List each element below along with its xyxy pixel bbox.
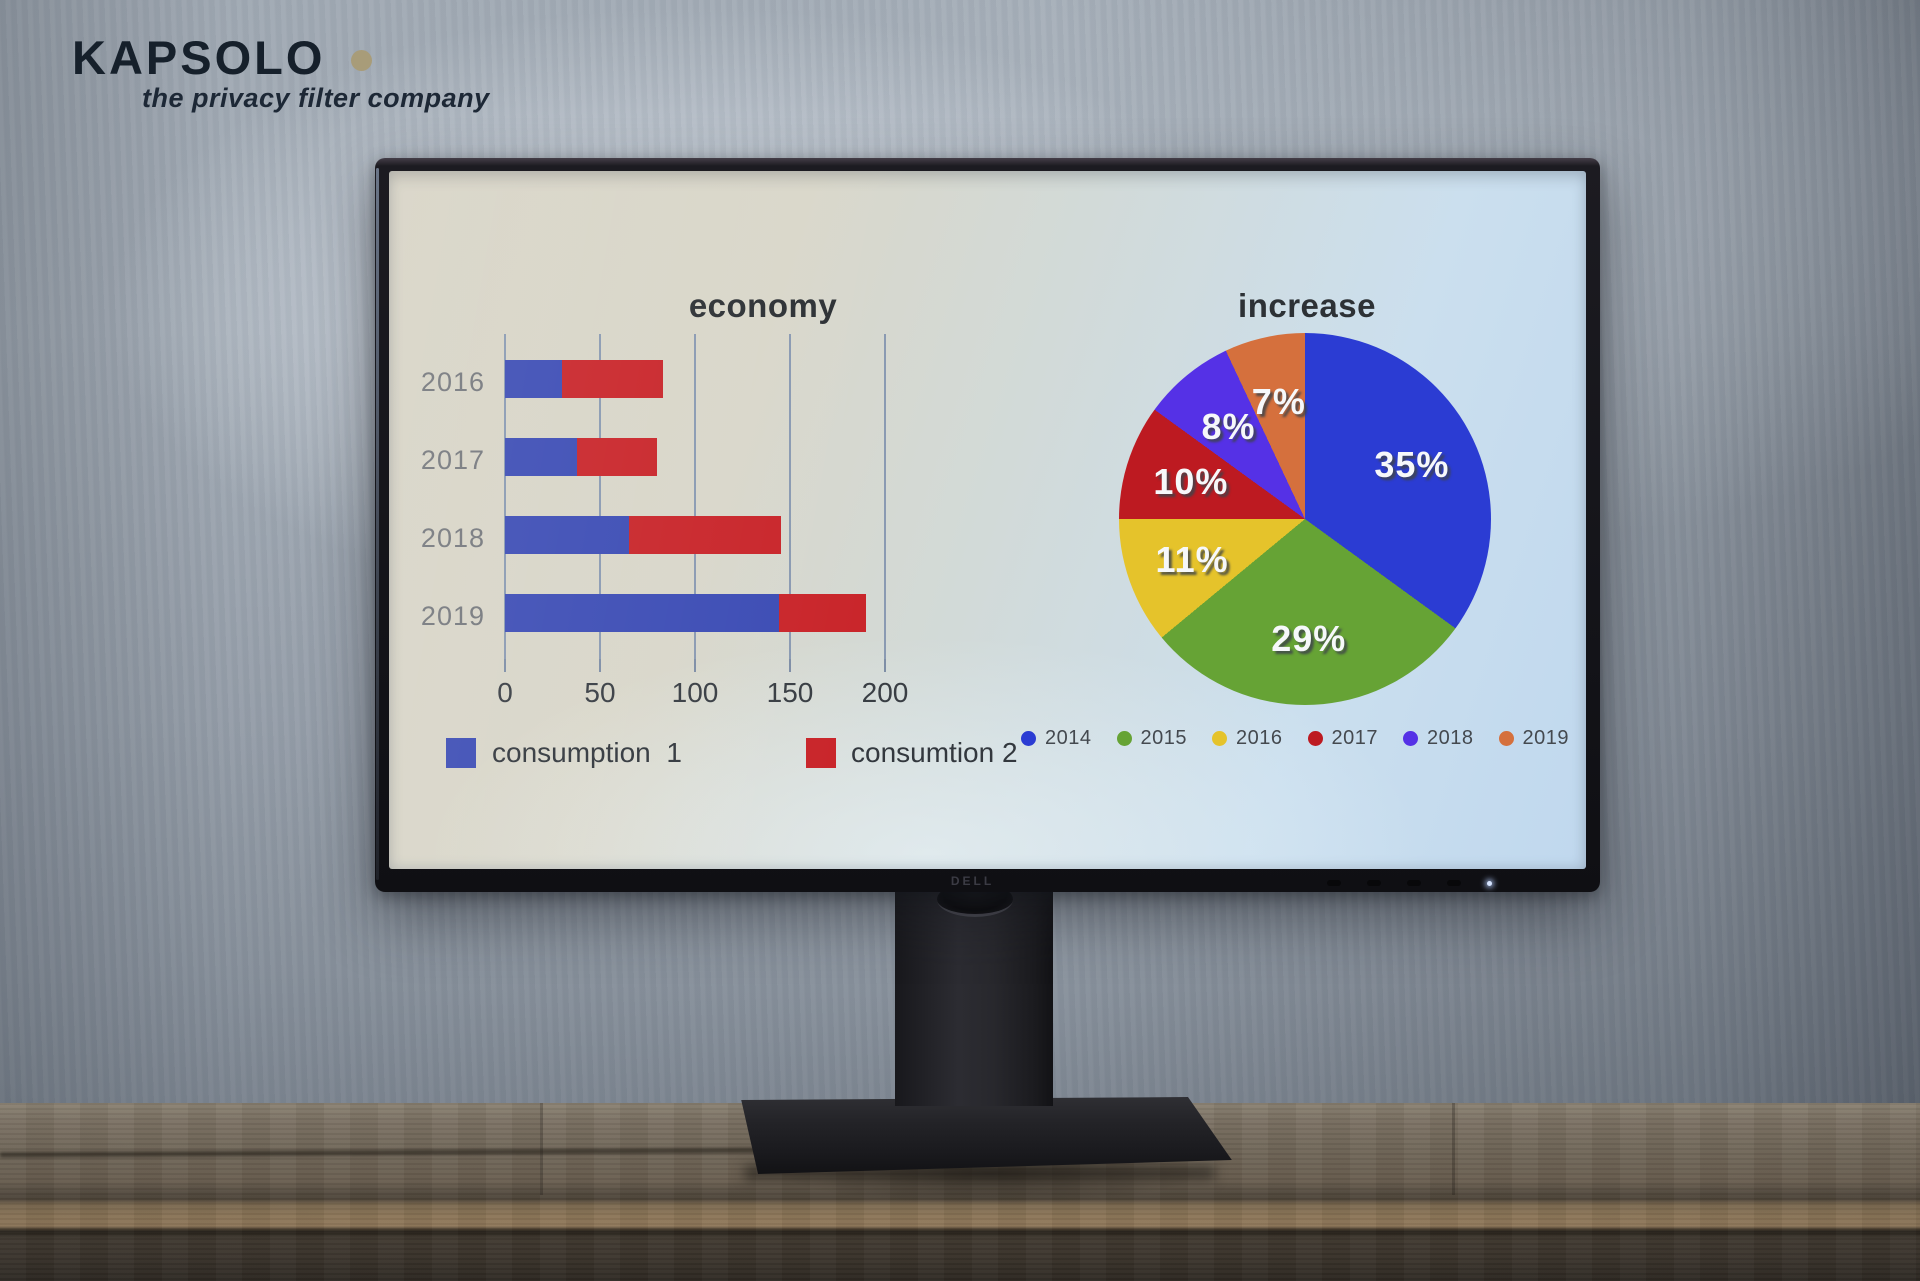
osd-button[interactable] [1407,880,1421,886]
pie-legend-marker-icon [1498,731,1514,746]
wood-plank-joint [540,1103,543,1195]
increase-chart-title: increase [1238,287,1376,324]
bar-gridline [599,334,601,659]
pie-legend-year-label: 2014 [1045,727,1092,749]
axis-tick [789,659,791,672]
bezel-controls [1327,880,1492,886]
pie-legend-marker-icon [1403,731,1418,746]
bar-segment [505,360,562,398]
pie-legend-year-label: 2015 [1140,727,1187,749]
legend-swatch-icon [806,738,836,768]
power-button[interactable] [1447,880,1461,886]
power-led-icon [1487,880,1492,886]
axis-tick [599,659,601,672]
bar-gridline [789,334,791,659]
increase-pie-chart: increase 35% 29% 11% 10% 8% 7% 2014 2015 2016 20… [389,171,1586,869]
pie-chart-legend: 2014 2015 2016 2017 2018 2019 [975,727,1586,750]
bar-gridline [694,334,696,659]
kapsolo-logo-text: KAPSOLO [72,31,326,84]
legend-swatch-icon [446,738,476,768]
pie-legend-year-label: 2018 [1427,727,1474,749]
bar-segment [778,594,866,632]
axis-tick [694,659,696,672]
bar-segment [562,360,663,398]
bar-row [505,438,657,476]
economy-bar-chart: economy 2016 2017 2018 2019 0 50 100 150 200 co… [389,171,1586,869]
bar-segment [505,438,578,476]
osd-button[interactable] [1367,880,1381,886]
axis-tick-label: 50 [584,677,616,708]
pie-legend-year-label: 2017 [1331,727,1378,749]
pie-legend-item: 2018 [1403,727,1474,750]
osd-button[interactable] [1327,880,1341,886]
pie-legend-marker-icon [1307,731,1323,746]
bar-segment [505,516,629,554]
axis-tick [504,659,506,672]
legend-series-label: consumption 1 [492,737,682,768]
monitor-stand-column [895,880,1053,1106]
bar-chart-category-axis: 2016 2017 2018 2019 [389,334,485,659]
economy-chart-title: economy [688,287,838,324]
kapsolo-logo-dot-icon [351,50,373,71]
pie-legend-item: 2017 [1307,727,1379,750]
bar-plot-area [504,334,886,659]
bar-row [505,516,781,554]
bar-segment [577,438,657,476]
axis-tick-label: 200 [861,677,909,708]
bar-chart-value-axis: 0 50 100 150 200 [497,659,908,719]
legend-series-label: consumtion 2 [851,737,1018,768]
axis-tick-label: 100 [671,677,719,708]
monitor-stand-base [741,1097,1232,1174]
pie-legend-item: 2015 [1116,727,1188,750]
pie-legend-marker-icon [1021,731,1036,746]
wood-plank-joint [1452,1103,1455,1195]
pie-legend-year-label: 2019 [1522,727,1569,749]
bar-category-label: 2019 [420,601,485,631]
dell-logo: DELL [950,874,995,888]
pie-legend-marker-icon [1116,731,1132,746]
bar-row [505,594,866,632]
monitor: economy 2016 2017 2018 2019 0 50 100 150 200 co… [375,158,1600,892]
pie-legend-item: 2014 [1021,727,1092,750]
bar-gridline [504,334,506,659]
kapsolo-logo: KAPSOLO the privacy filter company [72,30,490,114]
axis-tick-label: 150 [766,677,814,708]
bar-category-label: 2016 [420,367,485,397]
bar-category-label: 2017 [420,445,485,475]
bar-category-label: 2018 [420,523,485,553]
axis-tick-label: 0 [497,677,513,708]
bar-segment [505,594,779,632]
pie-legend-item: 2019 [1498,727,1570,750]
bar-chart-legend: consumption 1 consumtion 2 [389,171,1586,869]
axis-tick [884,659,886,672]
monitor-screen: economy 2016 2017 2018 2019 0 50 100 150 200 co… [389,171,1586,869]
bar-segment [628,516,781,554]
pie-graphic [1119,333,1491,705]
bar-row [505,360,663,398]
bar-gridline [884,334,886,659]
kapsolo-tagline: the privacy filter company [142,83,490,113]
pie-legend-marker-icon [1212,731,1227,746]
pie-legend-year-label: 2016 [1236,727,1283,749]
pie-legend-item: 2016 [1212,727,1283,750]
